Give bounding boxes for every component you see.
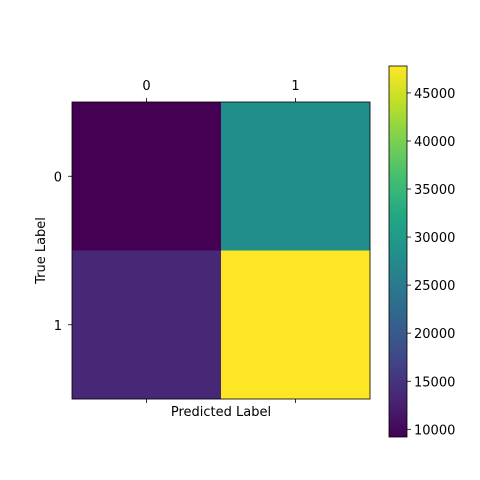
colorbar-ticks: 10000 15000 20000 25000 30000 35000 40000 45000 [407, 87, 455, 438]
colorbar-tick-label-0: 10000 [414, 423, 455, 438]
y-tick-label-1: 1 [54, 319, 62, 334]
heatmap-cell-1-0 [72, 250, 222, 400]
heatmap-cell-0-1 [221, 102, 371, 251]
heatmap-cells [72, 102, 371, 400]
colorbar-tick-label-6: 40000 [414, 135, 455, 150]
x-tick-label-0: 0 [142, 79, 150, 94]
colorbar-tick-label-5: 35000 [414, 183, 455, 198]
colorbar-tick-label-7: 45000 [414, 87, 455, 102]
colorbar-tick-label-1: 15000 [414, 375, 455, 390]
x-tick-label-1: 1 [291, 79, 299, 94]
colorbar-tick-label-2: 20000 [414, 327, 455, 342]
colorbar [388, 65, 408, 438]
colorbar-tick-label-3: 25000 [414, 279, 455, 294]
heatmap-cell-0-0 [72, 102, 222, 251]
colorbar-tick-label-4: 30000 [414, 231, 455, 246]
heatmap-cell-1-1 [221, 250, 371, 400]
x-axis-label: Predicted Label [171, 405, 271, 420]
y-axis-label: True Label [34, 217, 49, 285]
plot-frame [71, 101, 371, 400]
y-tick-label-0: 0 [54, 170, 62, 185]
y-axis-ticks: 01 [54, 170, 72, 334]
